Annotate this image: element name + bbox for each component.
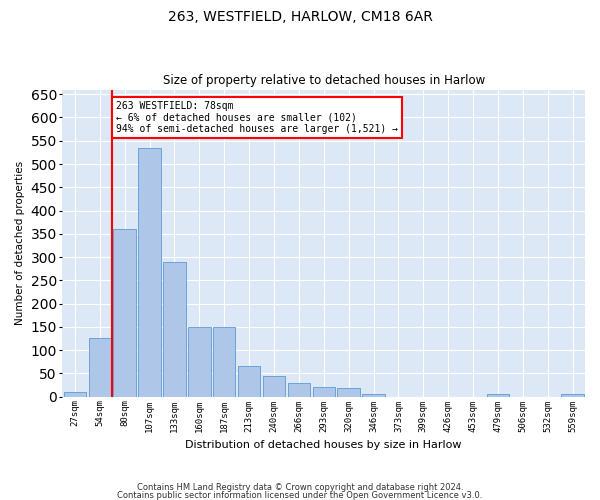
Text: 263, WESTFIELD, HARLOW, CM18 6AR: 263, WESTFIELD, HARLOW, CM18 6AR [167,10,433,24]
Bar [362,394,385,396]
Bar [287,382,310,396]
Bar [337,388,360,396]
Bar [139,148,161,396]
Bar [188,327,211,396]
Text: Contains HM Land Registry data © Crown copyright and database right 2024.: Contains HM Land Registry data © Crown c… [137,484,463,492]
Bar [64,392,86,396]
Y-axis label: Number of detached properties: Number of detached properties [15,161,25,325]
Text: 263 WESTFIELD: 78sqm
← 6% of detached houses are smaller (102)
94% of semi-detac: 263 WESTFIELD: 78sqm ← 6% of detached ho… [116,101,398,134]
Bar [562,394,584,396]
Title: Size of property relative to detached houses in Harlow: Size of property relative to detached ho… [163,74,485,87]
Bar [213,327,235,396]
Bar [238,366,260,396]
Bar [313,388,335,396]
Bar [89,338,111,396]
Bar [163,262,185,396]
Bar [263,376,285,396]
Bar [487,394,509,396]
Text: Contains public sector information licensed under the Open Government Licence v3: Contains public sector information licen… [118,490,482,500]
Bar [113,229,136,396]
X-axis label: Distribution of detached houses by size in Harlow: Distribution of detached houses by size … [185,440,462,450]
